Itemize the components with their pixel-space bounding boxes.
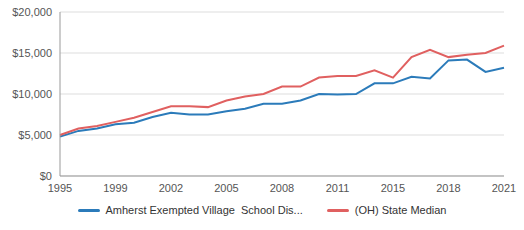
svg-text:$5,000: $5,000 (18, 129, 52, 141)
svg-text:2005: 2005 (214, 182, 238, 194)
html-text:(OH) State Median: (OH) State Median (354, 204, 447, 216)
svg-text:$10,000: $10,000 (12, 88, 52, 100)
svg-text:1995: 1995 (48, 182, 72, 194)
svg-text:2015: 2015 (381, 182, 405, 194)
svg-text:$20,000: $20,000 (12, 6, 52, 18)
html-text:Amherst Exempted Village Schoo: Amherst Exempted Village School Dis... (105, 204, 303, 216)
svg-text:2008: 2008 (270, 182, 294, 194)
svg-text:2021: 2021 (492, 182, 516, 194)
svg-text:1999: 1999 (103, 182, 127, 194)
svg-text:2002: 2002 (159, 182, 183, 194)
svg-text:2011: 2011 (326, 182, 350, 194)
svg-text:$0: $0 (40, 170, 52, 182)
svg-text:2018: 2018 (436, 182, 460, 194)
svg-text:$15,000: $15,000 (12, 47, 52, 59)
